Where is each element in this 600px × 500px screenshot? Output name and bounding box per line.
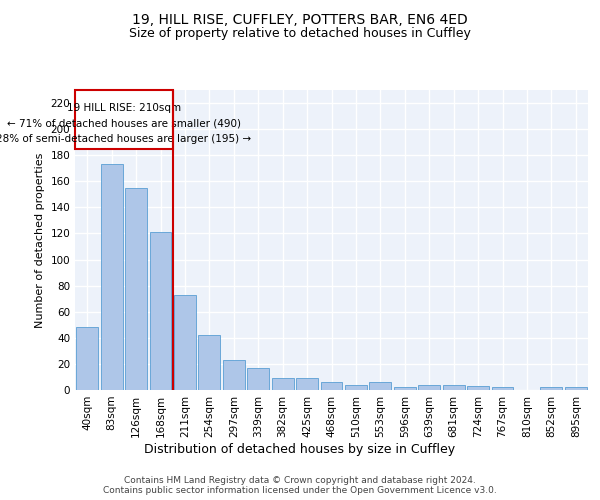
Bar	[565, 388, 587, 390]
Bar	[370, 382, 391, 390]
Bar	[345, 385, 367, 390]
Bar	[443, 385, 464, 390]
Bar	[541, 388, 562, 390]
Bar	[296, 378, 318, 390]
Bar	[125, 188, 147, 390]
Text: Size of property relative to detached houses in Cuffley: Size of property relative to detached ho…	[129, 28, 471, 40]
Bar	[101, 164, 122, 390]
Y-axis label: Number of detached properties: Number of detached properties	[35, 152, 45, 328]
Bar	[76, 328, 98, 390]
Bar	[491, 388, 514, 390]
Bar	[272, 378, 293, 390]
Text: Distribution of detached houses by size in Cuffley: Distribution of detached houses by size …	[145, 442, 455, 456]
Text: 19, HILL RISE, CUFFLEY, POTTERS BAR, EN6 4ED: 19, HILL RISE, CUFFLEY, POTTERS BAR, EN6…	[132, 12, 468, 26]
Bar	[223, 360, 245, 390]
Bar	[247, 368, 269, 390]
Bar	[418, 385, 440, 390]
Text: Contains HM Land Registry data © Crown copyright and database right 2024.
Contai: Contains HM Land Registry data © Crown c…	[103, 476, 497, 495]
Bar	[174, 295, 196, 390]
Text: 19 HILL RISE: 210sqm: 19 HILL RISE: 210sqm	[67, 103, 181, 113]
Bar	[467, 386, 489, 390]
Text: ← 71% of detached houses are smaller (490): ← 71% of detached houses are smaller (49…	[7, 118, 241, 128]
Bar	[394, 388, 416, 390]
Bar	[199, 335, 220, 390]
Text: 28% of semi-detached houses are larger (195) →: 28% of semi-detached houses are larger (…	[0, 134, 251, 144]
Bar	[320, 382, 343, 390]
Bar	[75, 90, 173, 148]
Bar	[149, 232, 172, 390]
